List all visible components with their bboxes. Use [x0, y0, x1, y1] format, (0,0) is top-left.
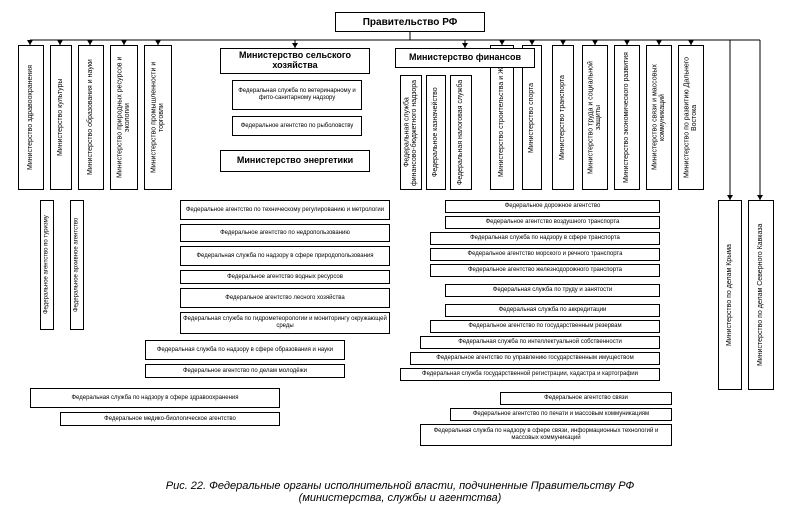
org-box: Федеральное архивное агентство: [70, 200, 84, 330]
org-box: Федеральная служба по надзору в сфере тр…: [430, 232, 660, 245]
ministry-box: Министерство сельского хозяйства: [220, 48, 370, 74]
ministry-box: Министерство финансов: [395, 48, 535, 68]
org-box: Министерство по делам Крыма: [718, 200, 742, 390]
org-box: Министерство по развитию Дальнего Восток…: [678, 45, 704, 190]
org-box: Министерство по делам Северного Кавказа: [748, 200, 774, 390]
org-box: Министерство культуры: [50, 45, 72, 190]
org-box: Федеральная налоговая служба: [450, 75, 472, 190]
org-box: Министерство здравоохранения: [18, 45, 44, 190]
org-box: Федеральное агентство по техническому ре…: [180, 200, 390, 220]
caption-fig: Рис. 22.: [166, 480, 206, 492]
org-box: Федеральное агентство по государственным…: [430, 320, 660, 333]
caption-line2: (министерства, службы и агентства): [299, 492, 502, 504]
org-box: Министерство природных ресурсов и эколог…: [110, 45, 138, 190]
ministry-box: Министерство энергетики: [220, 150, 370, 172]
org-box: Федеральное агентство воздушного транспо…: [445, 216, 660, 229]
org-box: Министерство транспорта: [552, 45, 574, 190]
org-box: Федеральная служба по труду и занятости: [445, 284, 660, 297]
org-box: Федеральная служба по гидрометеорологии …: [180, 312, 390, 334]
org-box: Федеральное агентство морского и речного…: [430, 248, 660, 261]
org-box: Федеральное агентство связи: [500, 392, 672, 405]
org-box: Федеральное агентство по печати и массов…: [450, 408, 672, 421]
caption-line1: Федеральные органы исполнительной власти…: [209, 480, 634, 492]
org-box: Федеральное агентство железнодорожного т…: [430, 264, 660, 277]
org-box: Федеральная служба по надзору в сфере об…: [145, 340, 345, 360]
org-box: Федеральное агентство по рыболовству: [232, 116, 362, 136]
org-box: Федеральная служба по ветеринарному и фи…: [232, 80, 362, 110]
org-box: Федеральное дорожное агентство: [445, 200, 660, 213]
org-box: Федеральная служба по аккредитации: [445, 304, 660, 317]
org-box: Министерство образования и науки: [78, 45, 104, 190]
org-box: Федеральная служба государственной регис…: [400, 368, 660, 381]
org-box: Федеральная служба по надзору в сфере св…: [420, 424, 672, 446]
org-box: Федеральная служба по надзору в сфере зд…: [30, 388, 280, 408]
org-box: Федеральное медико-биологическое агентст…: [60, 412, 280, 426]
org-box: Федеральное агентство по туризму: [40, 200, 54, 330]
org-box: Министерство связи и массовых коммуникац…: [646, 45, 672, 190]
org-box: Федеральная служба по интеллектуальной с…: [420, 336, 660, 349]
org-box: Федеральное агентство водных ресурсов: [180, 270, 390, 284]
org-box: Федеральная служба финансово-бюджетного …: [400, 75, 422, 190]
org-box: Федеральное агентство по недропользовани…: [180, 224, 390, 242]
org-box: Федеральная служба по надзору в сфере пр…: [180, 246, 390, 266]
org-box: Федеральное казначейство: [426, 75, 446, 190]
org-box: Федеральное агентство лесного хозяйства: [180, 288, 390, 308]
figure-caption: Рис. 22. Федеральные органы исполнительн…: [0, 480, 800, 504]
org-box: Федеральное агентство по управлению госу…: [410, 352, 660, 365]
org-box: Федеральное агентство по делам молодёжи: [145, 364, 345, 378]
org-box: Министерство промышленности и торговли: [144, 45, 172, 190]
org-box: Министерство труда и социальной защиты: [582, 45, 608, 190]
org-box: Министерство экономического развития: [614, 45, 640, 190]
root-government: Правительство РФ: [335, 12, 485, 32]
